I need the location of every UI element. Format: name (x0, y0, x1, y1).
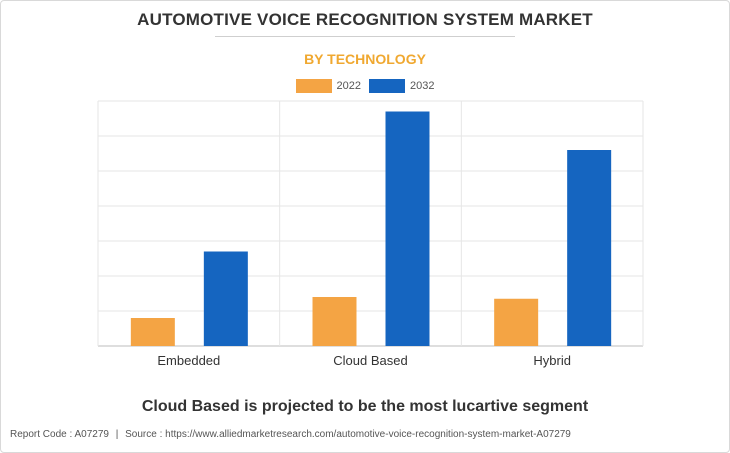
x-tick-label: Embedded (157, 353, 220, 368)
title-divider (215, 36, 515, 37)
legend-swatch-2022 (295, 79, 332, 93)
bar-2032-hybrid (567, 150, 612, 346)
grid-lines (97, 100, 644, 347)
footer: Report Code : A07279 | Source : https://… (10, 429, 571, 440)
bar-2022-embedded (130, 318, 175, 346)
bar-2022-cloud-based (312, 297, 357, 346)
legend-item-2032[interactable]: 2032 (369, 79, 434, 93)
bars (130, 111, 612, 346)
source-text: Source : https://www.alliedmarketresearc… (125, 429, 571, 440)
x-tick-label: Cloud Based (333, 353, 407, 368)
x-axis-labels: Embedded Cloud Based Hybrid (157, 353, 571, 368)
legend-item-2022[interactable]: 2022 (295, 79, 361, 93)
footer-separator: | (115, 429, 119, 440)
legend-label-2032: 2032 (410, 80, 435, 92)
chart-title: AUTOMOTIVE VOICE RECOGNITION SYSTEM MARK… (137, 10, 593, 29)
legend: 2022 2032 (0, 79, 730, 93)
bar-2032-embedded (203, 251, 248, 346)
legend-label-2022: 2022 (336, 80, 361, 92)
x-tick-label: Hybrid (533, 353, 571, 368)
bar-2032-cloud-based (385, 111, 430, 346)
chart-subtitle: BY TECHNOLOGY (304, 51, 426, 67)
chart-caption: Cloud Based is projected to be the most … (141, 398, 589, 415)
legend-swatch-2032 (369, 79, 405, 93)
bar-2022-hybrid (494, 298, 539, 346)
report-code: Report Code : A07279 (10, 429, 109, 440)
